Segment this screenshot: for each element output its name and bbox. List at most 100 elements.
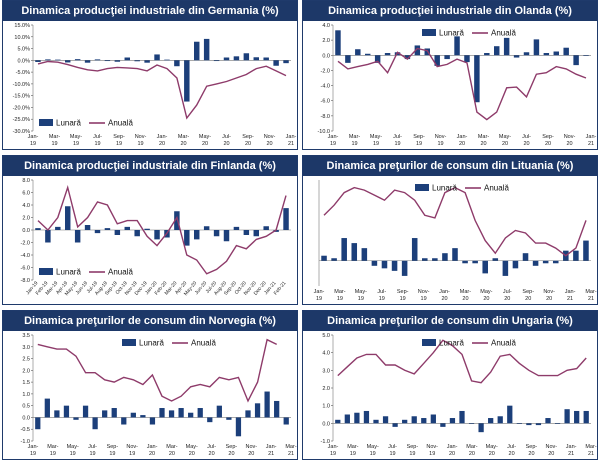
bar: [449, 418, 456, 424]
x-tick-label: 19: [129, 451, 135, 457]
x-tick-label: Nov-: [245, 444, 257, 450]
bar: [363, 410, 370, 424]
x-tick-label: 19: [400, 296, 406, 302]
bar: [526, 423, 532, 426]
bar: [263, 57, 269, 61]
y-tick-label: -8.0: [21, 278, 30, 284]
legend-label: Anuală: [484, 184, 509, 193]
chart-title: Dinamica preţurilor de consum din Ungari…: [303, 311, 597, 331]
x-tick-label: 20: [223, 141, 229, 147]
x-tick-label: 20: [228, 451, 234, 457]
bar: [140, 415, 146, 418]
legend-swatch-bar: [39, 268, 53, 275]
chart-svg: 8.06.04.02.00.0-2.0-4.0-6.0-8.0Jan-19Feb…: [21, 178, 291, 297]
chart-svg: 5.04.03.02.01.00.0-1.0Jan-19Mar-19May-19…: [321, 333, 597, 457]
bar: [84, 225, 91, 230]
bar: [235, 417, 242, 437]
bar: [94, 230, 101, 234]
bar: [233, 56, 240, 61]
x-tick-label: Mar-: [466, 444, 477, 450]
chart-svg: Jan-19Mar-19May-19Jul-19Sep-19Nov-19Jan-…: [314, 180, 597, 302]
bar: [355, 49, 361, 56]
x-tick-label: 20: [159, 141, 165, 147]
x-tick-label: Jul-: [522, 134, 531, 140]
x-tick-label: 20: [441, 296, 447, 302]
x-tick-label: 21: [588, 451, 594, 457]
x-tick-label: 21: [568, 451, 574, 457]
bar: [44, 398, 50, 418]
bar: [203, 226, 210, 230]
bar: [564, 409, 570, 424]
bar: [459, 410, 465, 424]
x-tick-label: Mar-: [47, 444, 58, 450]
bar: [401, 260, 408, 276]
bar: [554, 423, 561, 424]
bar: [203, 38, 210, 61]
x-tick-label: May-: [67, 444, 79, 450]
x-tick-label: 21: [288, 141, 294, 147]
x-tick-label: 19: [330, 141, 336, 147]
y-tick-label: -20.0%: [13, 105, 31, 111]
bar: [188, 412, 194, 418]
x-tick-label: Mar-: [347, 444, 358, 450]
y-tick-label: 4.0: [322, 351, 330, 357]
bar: [273, 60, 279, 66]
x-tick-label: 19: [351, 141, 357, 147]
chart-title: Dinamica producţiei industriale din Finl…: [3, 156, 297, 176]
bar: [243, 230, 250, 235]
bar: [168, 410, 175, 418]
bar: [452, 248, 458, 261]
y-tick-label: 2.0: [322, 38, 330, 44]
x-tick-label: 19: [350, 451, 356, 457]
x-tick-label: Jan-: [28, 134, 39, 140]
legend-label: Anuală: [108, 268, 133, 277]
bar: [468, 423, 475, 424]
y-tick-label: 10.0%: [14, 35, 30, 41]
bar: [391, 260, 398, 271]
x-tick-label: Jan-: [286, 134, 297, 140]
x-tick-label: 19: [330, 451, 336, 457]
annual-line: [337, 47, 587, 121]
x-tick-label: 20: [548, 451, 554, 457]
y-tick-label: -1.0: [21, 439, 30, 445]
bar: [371, 260, 378, 266]
x-tick-label: Sep-: [542, 134, 554, 140]
bar: [345, 55, 351, 63]
bar: [264, 391, 270, 418]
y-tick-label: -15.0%: [13, 94, 31, 100]
bar: [523, 52, 530, 56]
x-tick-label: Mar-: [349, 134, 360, 140]
bar: [474, 55, 480, 103]
x-tick-label: Mar-: [49, 134, 60, 140]
bar: [154, 54, 160, 61]
bar: [283, 417, 289, 425]
x-tick-label: 19: [50, 451, 56, 457]
y-tick-label: 4.0: [322, 23, 330, 29]
y-tick-label: -1.0: [321, 439, 330, 445]
x-tick-label: Jan-: [147, 444, 158, 450]
bar: [74, 59, 81, 61]
y-tick-label: 5.0%: [17, 47, 30, 53]
bar: [223, 57, 230, 61]
x-tick-label: Sep-: [242, 134, 254, 140]
y-tick-label: -8.0: [321, 114, 330, 120]
bar: [134, 60, 140, 62]
x-tick-label: 19: [379, 296, 385, 302]
bar: [104, 228, 111, 230]
bar: [35, 228, 41, 230]
x-tick-label: 19: [109, 451, 115, 457]
bar: [84, 60, 91, 63]
bar: [55, 59, 61, 61]
y-tick-label: 0.0: [322, 421, 330, 427]
y-tick-label: 2.0: [22, 368, 30, 374]
bar: [553, 51, 559, 56]
x-tick-label: 19: [73, 141, 79, 147]
y-tick-label: 1.0: [322, 404, 330, 410]
bar: [488, 418, 494, 424]
x-tick-label: Jul-: [503, 289, 512, 295]
bar: [253, 230, 259, 237]
x-tick-label: 20: [483, 296, 489, 302]
bar: [542, 260, 549, 264]
x-tick-label: 19: [30, 141, 36, 147]
bar: [462, 260, 468, 264]
